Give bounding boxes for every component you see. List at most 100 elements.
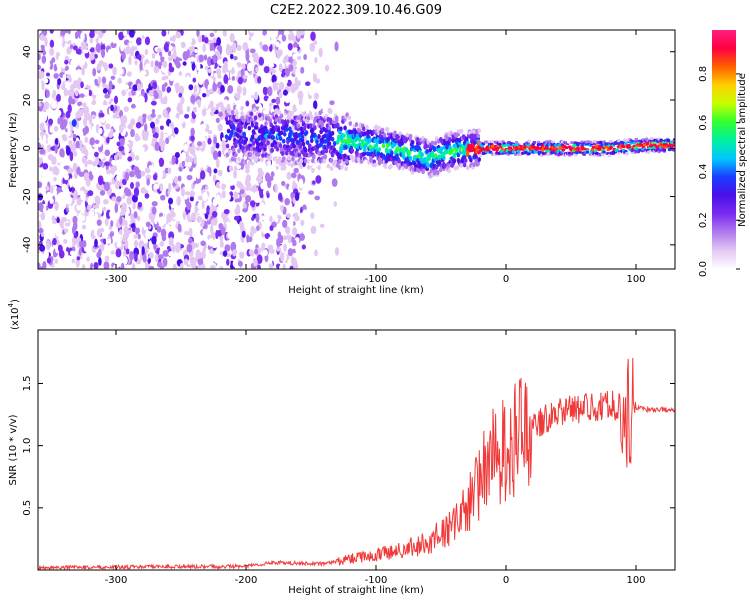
heatmap-cell <box>183 143 189 152</box>
heatmap-cell <box>303 54 307 60</box>
heatmap-cell <box>127 97 133 103</box>
heatmap-cell <box>152 173 158 181</box>
heatmap-cell <box>107 48 114 56</box>
heatmap-cell <box>625 152 629 156</box>
heatmap-cell <box>99 190 106 196</box>
heatmap-cell <box>502 144 506 148</box>
heatmap-cell <box>92 89 98 96</box>
heatmap-cell <box>427 156 432 161</box>
heatmap-cell <box>175 31 182 39</box>
heatmap-cell <box>223 74 229 85</box>
heatmap-cell <box>195 249 202 260</box>
heatmap-cell <box>329 166 334 172</box>
heatmap-cell <box>282 89 288 96</box>
heatmap-cell <box>61 216 67 223</box>
heatmap-cell <box>148 251 154 259</box>
heatmap-cell <box>342 133 346 139</box>
heatmap-cell <box>300 129 305 135</box>
heatmap-cell <box>235 93 241 101</box>
heatmap-cell <box>281 72 285 78</box>
snr-y-ticks: 0.5 1.0 1.5 <box>22 376 675 516</box>
heatmap-cell <box>57 78 62 86</box>
heatmap-cell <box>347 115 352 121</box>
heatmap-cell <box>49 198 54 204</box>
heatmap-cell <box>259 188 264 198</box>
heatmap-cell <box>240 111 244 117</box>
heatmap-cell <box>215 158 220 169</box>
heatmap-cell <box>476 161 480 167</box>
heatmap-cell <box>145 63 151 70</box>
heatmap-cell <box>161 76 167 81</box>
heatmap-cell <box>299 233 305 241</box>
heatmap-cell <box>121 51 126 61</box>
heatmap-cell <box>357 137 362 143</box>
heatmap-cell <box>317 165 321 171</box>
snr-x-ticks: -300 -200 -100 0 100 <box>105 330 646 586</box>
heatmap-cell <box>75 140 80 149</box>
heatmap-cell <box>47 135 53 145</box>
heatmap-cell <box>250 134 255 140</box>
heatmap-cell <box>601 153 605 157</box>
heatmap-cell <box>252 107 257 113</box>
heatmap-cell <box>433 140 438 146</box>
heatmap-cell <box>63 157 68 165</box>
heatmap-cell <box>228 165 234 172</box>
heatmap-cell <box>38 45 41 50</box>
heatmap-cell <box>179 262 184 269</box>
heatmap-cell <box>123 233 129 238</box>
heatmap-cell <box>204 171 210 182</box>
heatmap-cell <box>82 49 89 54</box>
heatmap-cell <box>291 227 298 236</box>
heatmap-cell <box>405 132 410 138</box>
heatmap-cell <box>127 156 133 162</box>
heatmap-cell <box>289 265 294 269</box>
heatmap-cell <box>62 74 67 81</box>
heatmap-cell <box>278 143 283 149</box>
heatmap-cell <box>118 31 124 41</box>
heatmap-cell <box>38 102 42 107</box>
heatmap-cell <box>136 83 141 92</box>
heatmap-cell <box>178 114 185 124</box>
colorbar-ticks: 0.0 0.2 0.4 0.6 0.8 <box>698 66 740 277</box>
heatmap-cell <box>262 249 268 257</box>
heatmap-cell <box>189 190 196 197</box>
heatmap-cell <box>245 106 250 112</box>
x-tick-label: 100 <box>626 575 645 586</box>
heatmap-cell <box>229 120 234 126</box>
heatmap-cell <box>198 54 204 63</box>
heatmap-cell <box>101 219 106 227</box>
heatmap-cell <box>452 158 457 164</box>
heatmap-cell <box>54 258 58 264</box>
heatmap-cell <box>265 129 269 134</box>
heatmap-cell <box>548 139 552 143</box>
heatmap-cell <box>100 48 106 58</box>
heatmap-cell <box>474 154 478 160</box>
heatmap-cell <box>95 42 101 53</box>
heatmap-cell <box>251 129 256 135</box>
heatmap-cell <box>173 117 179 122</box>
heatmap-cell <box>194 183 200 193</box>
heatmap-cell <box>257 76 262 84</box>
heatmap-cell <box>230 44 236 51</box>
heatmap-cell <box>120 262 125 269</box>
heatmap-cell <box>194 205 198 215</box>
heatmap-cell <box>364 159 368 165</box>
heatmap-cell <box>162 257 168 267</box>
heatmap-cell <box>213 30 218 34</box>
heatmap-cell <box>486 148 491 152</box>
heatmap-cell <box>256 162 263 169</box>
heatmap-cell <box>234 64 238 73</box>
heatmap-cell <box>40 232 45 237</box>
heatmap-cell <box>160 130 164 140</box>
heatmap-cell <box>163 95 168 105</box>
heatmap-cell <box>104 53 109 63</box>
heatmap-cell <box>260 157 264 163</box>
heatmap-cell <box>140 70 147 76</box>
heatmap-cell <box>128 170 135 178</box>
heatmap-cell <box>270 32 276 41</box>
heatmap-cell <box>264 232 271 240</box>
heatmap-cell <box>280 251 285 262</box>
heatmap-cell <box>272 156 277 162</box>
heatmap-cell <box>238 169 244 178</box>
heatmap-cell <box>516 149 521 153</box>
